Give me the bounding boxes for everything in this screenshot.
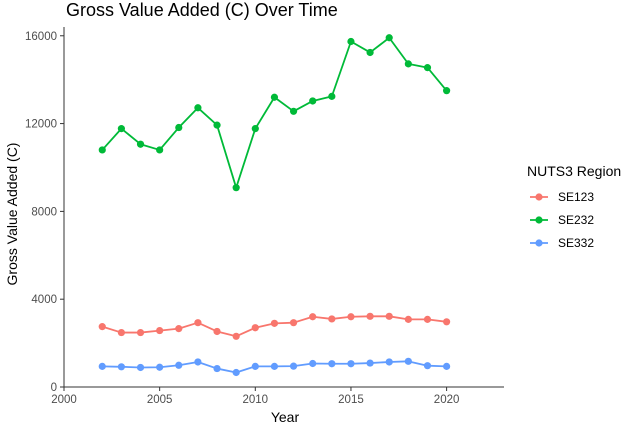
- data-point: [385, 312, 393, 320]
- data-point: [194, 358, 202, 366]
- data-point: [194, 104, 202, 112]
- legend-item-se123: SE123: [530, 190, 594, 204]
- data-point: [175, 325, 183, 333]
- x-tick-label: 2005: [147, 394, 173, 406]
- data-point: [194, 319, 202, 327]
- y-axis-ticks: 0 4000 8000 12000 16000: [25, 31, 64, 394]
- data-point: [98, 362, 106, 370]
- y-tick-label: 8000: [31, 206, 57, 218]
- data-point: [347, 360, 355, 368]
- legend-label: SE332: [558, 236, 594, 250]
- data-point: [270, 319, 279, 327]
- data-point: [404, 60, 412, 68]
- data-point: [423, 315, 432, 323]
- data-point: [136, 328, 145, 337]
- data-point: [309, 359, 317, 368]
- data-point: [289, 107, 298, 115]
- x-tick-label: 2000: [51, 394, 77, 406]
- y-tick-label: 4000: [31, 294, 57, 306]
- x-axis-title: Year: [271, 409, 300, 425]
- series-se232: [98, 34, 451, 192]
- data-point: [251, 125, 259, 133]
- data-point: [232, 332, 240, 340]
- data-point: [404, 315, 412, 323]
- legend-key-point: [535, 239, 543, 247]
- data-point: [366, 48, 374, 57]
- data-point: [213, 121, 221, 129]
- data-point: [98, 146, 106, 154]
- data-point: [175, 123, 183, 132]
- data-point: [443, 318, 451, 326]
- data-point: [309, 97, 317, 105]
- series-se332: [98, 357, 451, 377]
- data-point: [328, 315, 336, 323]
- data-point: [156, 146, 164, 154]
- data-point: [347, 37, 355, 46]
- data-point: [156, 326, 164, 335]
- data-point: [156, 363, 164, 371]
- data-point: [423, 64, 432, 72]
- data-point: [175, 361, 183, 369]
- data-point: [366, 312, 374, 320]
- data-point: [98, 323, 106, 331]
- legend-label: SE232: [558, 213, 594, 227]
- legend: NUTS3 Region SE123 SE232 SE332: [527, 163, 621, 250]
- y-tick-label: 16000: [25, 31, 57, 43]
- data-point: [423, 362, 432, 370]
- data-point: [232, 368, 240, 377]
- data-point: [251, 324, 259, 332]
- y-tick-label: 12000: [25, 119, 57, 131]
- legend-label: SE123: [558, 190, 594, 204]
- legend-title: NUTS3 Region: [527, 163, 621, 179]
- data-point: [328, 92, 336, 100]
- data-point: [232, 184, 240, 192]
- legend-items: SE123 SE232 SE332: [530, 190, 594, 250]
- legend-item-se232: SE232: [530, 213, 594, 227]
- chart-title: Gross Value Added (C) Over Time: [66, 0, 338, 20]
- data-point: [309, 313, 317, 321]
- data-point: [443, 362, 451, 370]
- plot-series: [98, 34, 451, 377]
- series-se123: [98, 312, 451, 340]
- legend-key-point: [535, 193, 543, 201]
- data-point: [117, 125, 125, 133]
- data-point: [117, 328, 125, 337]
- x-tick-label: 2010: [243, 394, 269, 406]
- data-point: [366, 359, 374, 367]
- y-tick-label: 0: [51, 382, 57, 394]
- data-point: [251, 362, 259, 370]
- data-point: [289, 362, 298, 370]
- data-point: [213, 364, 221, 373]
- data-point: [347, 313, 355, 321]
- data-point: [270, 362, 279, 370]
- axes: 0 4000 8000 12000 16000 2000 2005 2010 2015 2020: [25, 27, 504, 406]
- x-tick-label: 2015: [338, 394, 364, 406]
- data-point: [385, 34, 393, 42]
- x-axis-ticks: 2000 2005 2010 2015 2020: [51, 387, 459, 406]
- data-point: [117, 363, 125, 371]
- series-line: [101, 36, 448, 189]
- legend-key-point: [535, 216, 543, 224]
- data-point: [270, 93, 279, 101]
- x-tick-label: 2020: [434, 394, 460, 406]
- legend-item-se332: SE332: [530, 236, 594, 250]
- data-point: [136, 363, 145, 372]
- data-point: [443, 87, 451, 95]
- data-point: [136, 140, 145, 148]
- y-axis-title: Gross Value Added (C): [4, 143, 20, 286]
- data-point: [404, 357, 412, 365]
- data-point: [213, 327, 221, 336]
- data-point: [385, 358, 393, 366]
- data-point: [328, 360, 336, 368]
- data-point: [289, 319, 298, 327]
